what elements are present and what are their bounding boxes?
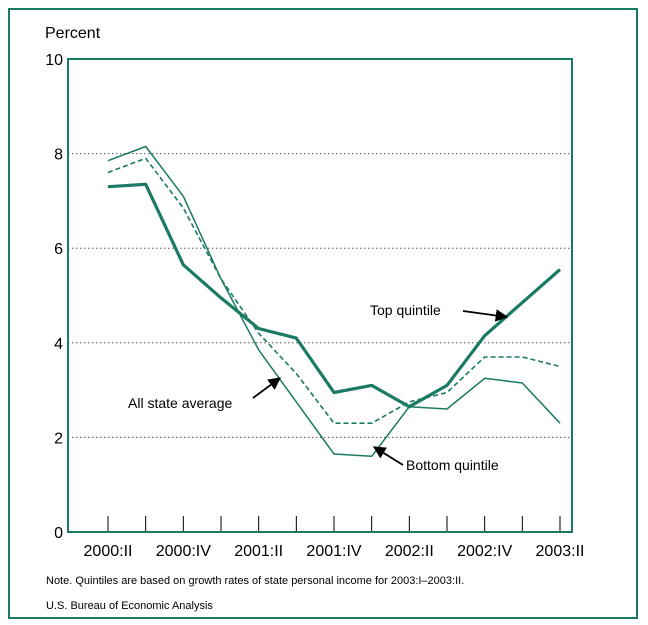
y-tick-label-10: 10 [45,52,63,69]
x-tick-label-10: 2002:IV [457,543,512,560]
y-tick-label-2: 2 [54,430,63,447]
y-axis-label: Percent [45,25,101,42]
annotation-arrow-2 [372,446,404,466]
annotation-label-0: Top quintile [370,302,441,318]
y-tick-labels: 0 2 4 6 8 10 [45,52,63,542]
source-text: U.S. Bureau of Economic Analysis [46,600,213,612]
x-tick-label-0: 2000:II [84,543,133,560]
y-tick-label-6: 6 [54,241,63,258]
series-line-1 [107,157,561,425]
series-lines [107,145,562,458]
x-tick-label-2: 2000:IV [156,543,211,560]
y-tick-label-8: 8 [54,147,63,164]
annotation-arrow-0 [462,309,509,322]
series-line-0 [107,182,562,409]
x-tick-label-12: 2003:II [536,543,585,560]
annotation-label-1: All state average [128,395,232,411]
plot-area [67,58,573,533]
x-tick-label-6: 2001:IV [306,543,361,560]
chart-frame [8,8,638,619]
x-tick-label-8: 2002:II [385,543,434,560]
annotation-arrow-1 [252,377,282,399]
y-tick-label-4: 4 [54,336,63,353]
note-text: Note. Quintiles are based on growth rate… [46,575,465,587]
series-line-2 [107,145,561,458]
x-tick-label-4: 2001:II [234,543,283,560]
annotation-label-2: Bottom quintile [406,457,499,473]
annotations: Top quintile All state average Bottom quin… [128,302,509,473]
y-tick-label-0: 0 [54,525,63,542]
x-axis-ticks [107,516,561,532]
x-tick-labels: 2000:II 2000:IV 2001:II 2001:IV 2002:II 2002:… [84,543,585,560]
